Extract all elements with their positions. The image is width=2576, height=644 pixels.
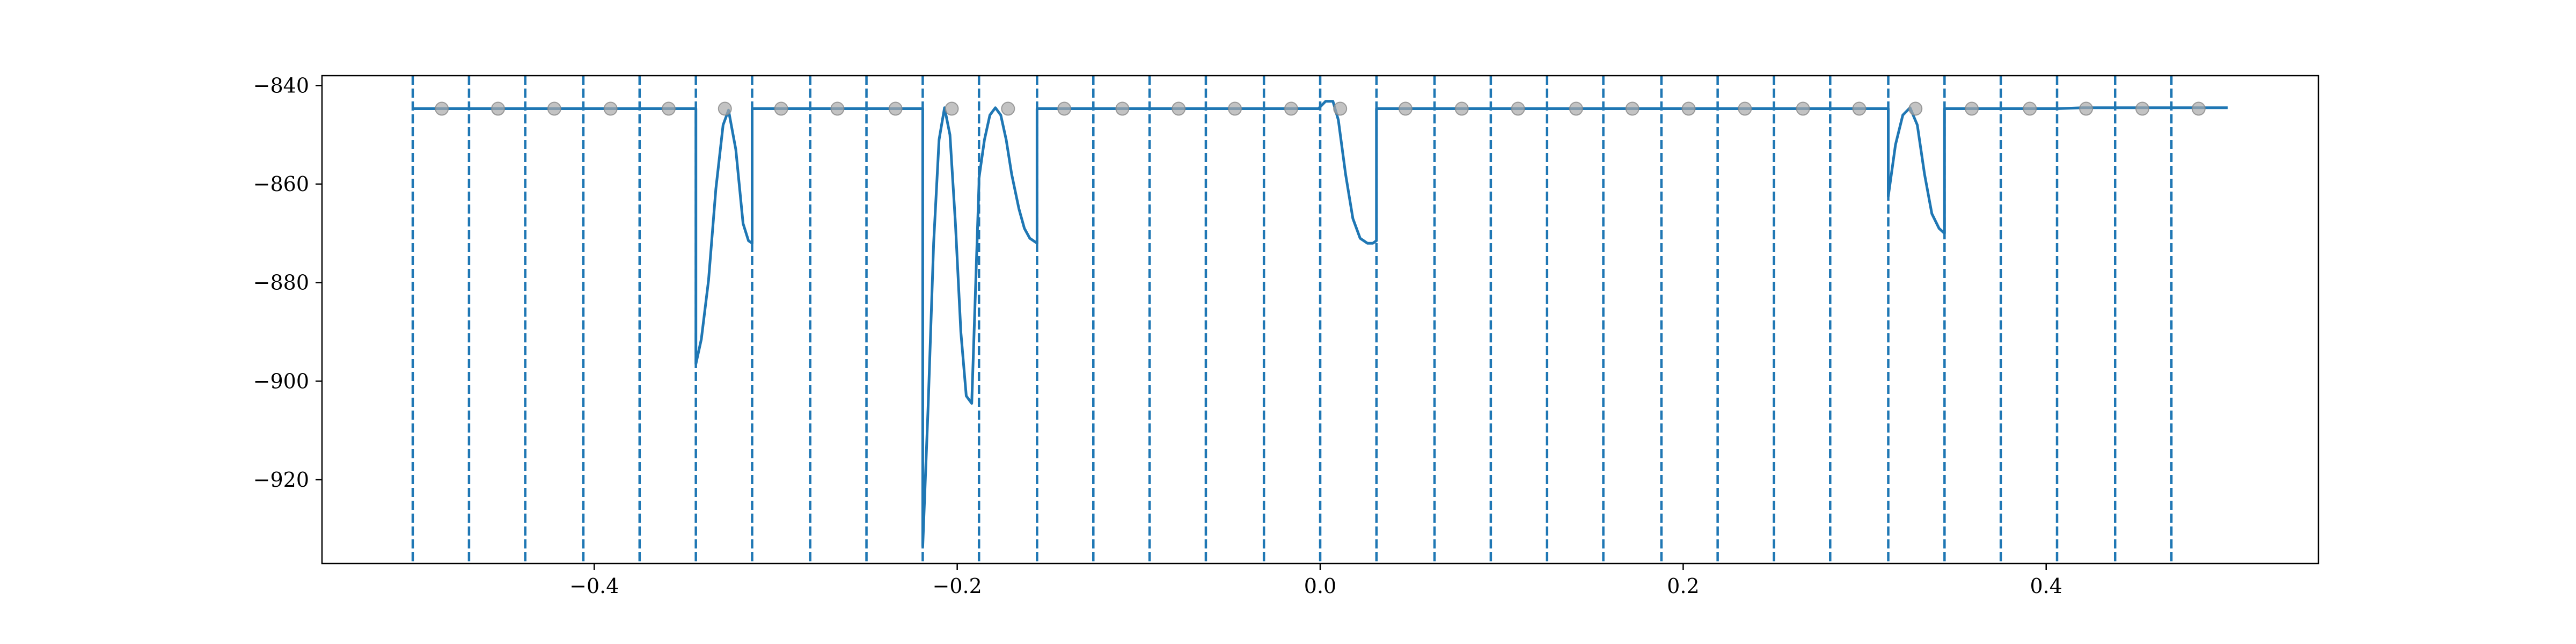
y-axis-ticks: −840 −860 −880 −900 −920 [253,74,322,492]
marker-point-20 [1569,101,1583,116]
marker-point-2 [547,101,561,116]
marker-point-0 [435,101,449,116]
x-tick-label-0: −0.4 [569,574,619,598]
y-tick-label-2: −880 [253,271,309,295]
marker-point-10 [1001,101,1015,116]
marker-point-29 [2079,101,2094,116]
marker-point-25 [1852,101,1867,116]
marker-point-11 [1057,101,1072,116]
marker-point-5 [718,101,732,116]
marker-point-30 [2135,101,2149,116]
marker-point-6 [774,101,788,116]
marker-point-26 [1908,101,1923,116]
x-tick-label-1: −0.2 [932,574,982,598]
marker-point-12 [1115,101,1130,116]
marker-point-23 [1738,101,1752,116]
marker-point-19 [1511,101,1525,116]
marker-point-28 [2023,101,2037,116]
y-tick-label-3: −900 [253,369,309,393]
marker-point-22 [1681,101,1696,116]
marker-point-13 [1172,101,1186,116]
y-tick-label-1: −860 [253,172,309,196]
marker-point-4 [661,101,676,116]
marker-point-27 [1965,101,1979,116]
marker-point-14 [1228,101,1242,116]
marker-point-9 [945,101,959,116]
series-group [413,100,2228,548]
vertical-dashed-lines [411,76,2173,564]
y-tick-label-0: −840 [253,74,309,97]
marker-point-21 [1625,101,1640,116]
marker-point-15 [1284,101,1298,116]
marker-point-8 [888,101,903,116]
marker-point-17 [1398,101,1413,116]
x-tick-label-2: 0.0 [1304,574,1336,598]
marker-point-18 [1454,101,1469,116]
marker-point-7 [830,101,845,116]
marker-point-16 [1333,101,1348,116]
marker-point-1 [491,101,506,116]
x-tick-label-3: 0.2 [1667,574,1699,598]
series-line-curve [413,100,2228,548]
marker-points [435,101,2206,116]
y-tick-label-4: −920 [253,468,309,492]
marker-point-3 [603,101,618,116]
marker-point-24 [1796,101,1810,116]
marker-point-31 [2191,101,2206,116]
x-tick-label-4: 0.4 [2030,574,2062,598]
x-axis-ticks: −0.4 −0.2 0.0 0.2 0.4 [569,564,2062,598]
